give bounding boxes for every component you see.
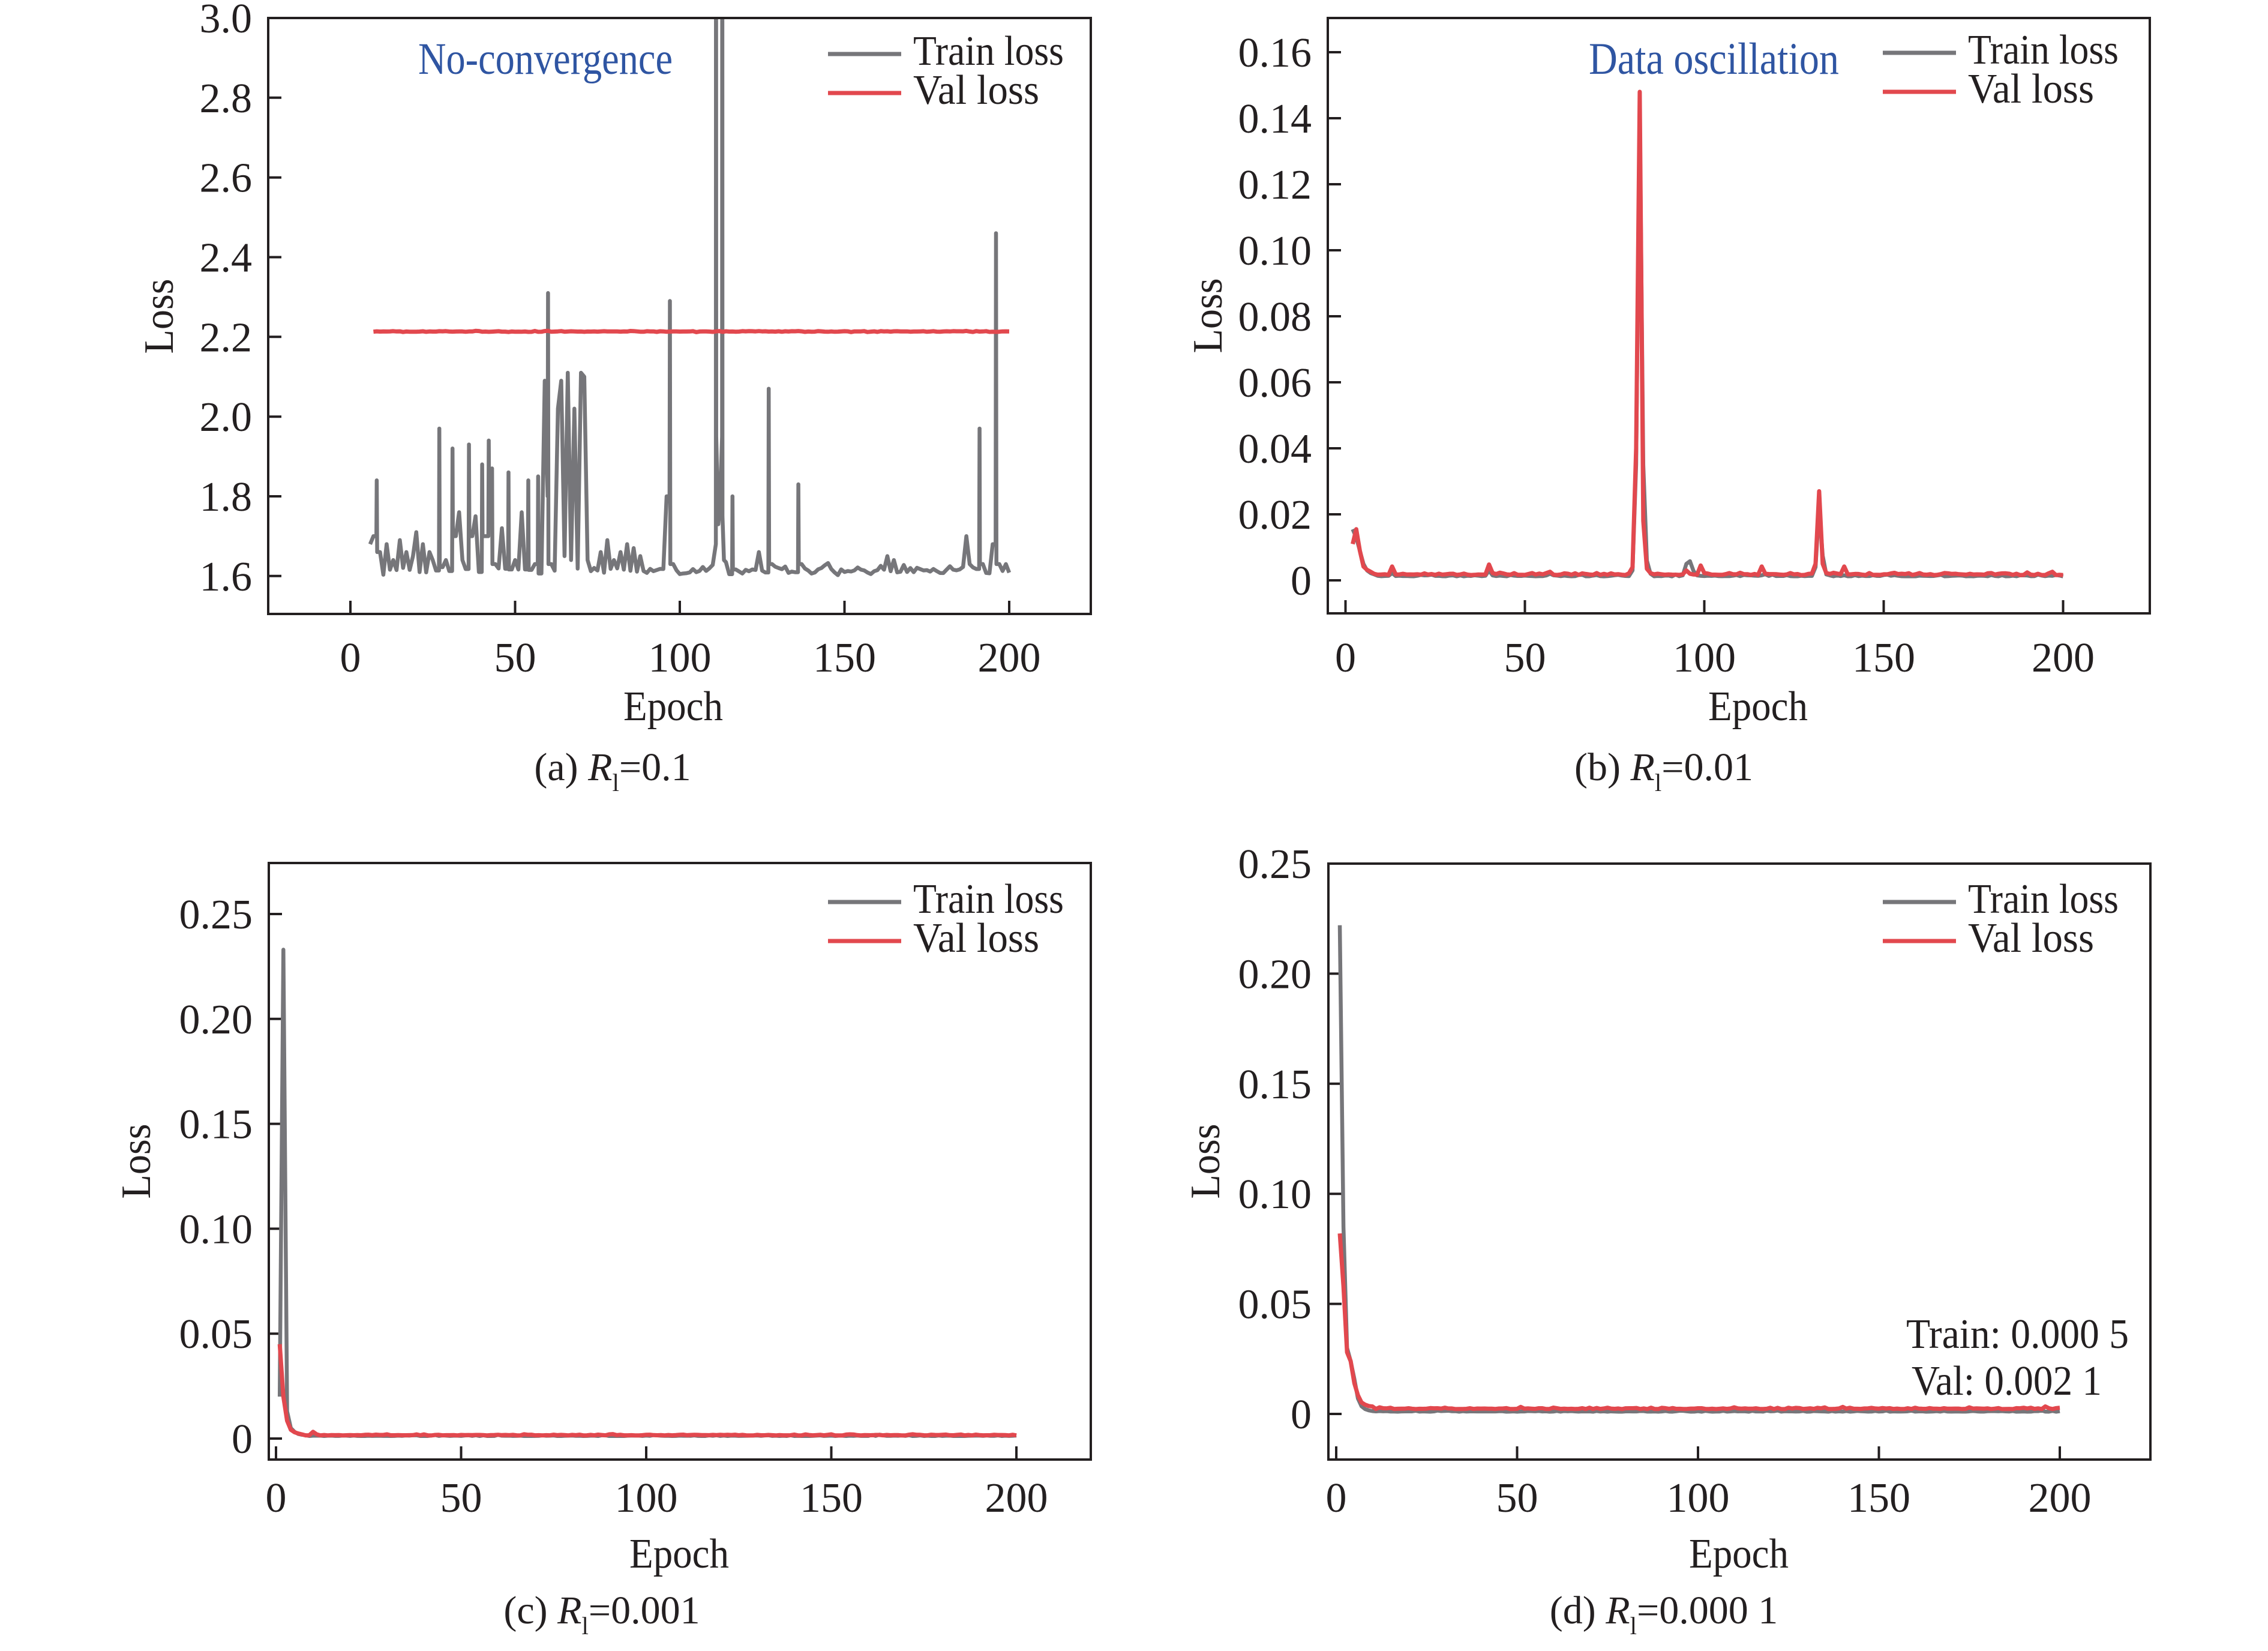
svg-text:0: 0 xyxy=(340,635,361,681)
svg-text:Loss: Loss xyxy=(1185,278,1231,353)
svg-text:Loss: Loss xyxy=(1183,1124,1229,1199)
svg-text:0.04: 0.04 xyxy=(1238,426,1312,472)
svg-text:(d) Rl=0.000 1: (d) Rl=0.000 1 xyxy=(1550,1589,1778,1640)
svg-text:Epoch: Epoch xyxy=(629,1531,729,1577)
svg-text:(c) Rl=0.001: (c) Rl=0.001 xyxy=(503,1589,700,1640)
svg-text:0: 0 xyxy=(1291,558,1312,604)
svg-text:Train: 0.000 5: Train: 0.000 5 xyxy=(1906,1311,2129,1358)
svg-text:2.2: 2.2 xyxy=(200,314,253,361)
svg-text:Train loss: Train loss xyxy=(913,876,1064,922)
svg-text:2.8: 2.8 xyxy=(200,76,253,122)
svg-text:1.8: 1.8 xyxy=(200,474,253,520)
svg-text:200: 200 xyxy=(978,635,1041,681)
svg-text:50: 50 xyxy=(440,1475,482,1521)
svg-text:0.25: 0.25 xyxy=(179,892,253,938)
svg-text:0.25: 0.25 xyxy=(1238,841,1312,888)
svg-text:0.12: 0.12 xyxy=(1238,162,1312,208)
svg-text:0: 0 xyxy=(232,1416,253,1463)
svg-text:Loss: Loss xyxy=(113,1124,160,1199)
svg-text:100: 100 xyxy=(649,635,712,681)
svg-text:Train loss: Train loss xyxy=(1968,27,2119,73)
svg-text:0: 0 xyxy=(1326,1475,1347,1521)
svg-text:50: 50 xyxy=(494,635,536,681)
svg-text:Val loss: Val loss xyxy=(913,915,1039,961)
svg-text:150: 150 xyxy=(1847,1475,1910,1521)
svg-text:100: 100 xyxy=(1667,1475,1730,1521)
svg-text:0.10: 0.10 xyxy=(179,1206,253,1253)
svg-text:Val loss: Val loss xyxy=(913,67,1039,113)
svg-text:50: 50 xyxy=(1496,1475,1538,1521)
svg-text:Epoch: Epoch xyxy=(623,684,723,730)
svg-text:0.16: 0.16 xyxy=(1238,30,1312,76)
svg-text:0.15: 0.15 xyxy=(179,1102,253,1148)
svg-text:2.4: 2.4 xyxy=(200,235,253,281)
svg-text:1.6: 1.6 xyxy=(200,554,253,600)
svg-text:0.10: 0.10 xyxy=(1238,1171,1312,1218)
svg-text:0.15: 0.15 xyxy=(1238,1062,1312,1108)
svg-text:2.6: 2.6 xyxy=(200,155,253,202)
svg-text:2.0: 2.0 xyxy=(200,394,253,441)
svg-text:200: 200 xyxy=(2029,1475,2092,1521)
svg-text:100: 100 xyxy=(615,1475,678,1521)
svg-text:Loss: Loss xyxy=(136,279,182,354)
svg-text:200: 200 xyxy=(985,1475,1048,1521)
svg-text:Train loss: Train loss xyxy=(1968,876,2119,922)
svg-text:0.14: 0.14 xyxy=(1238,96,1312,142)
svg-text:0: 0 xyxy=(266,1475,287,1521)
svg-text:150: 150 xyxy=(813,635,876,681)
svg-text:Data oscillation: Data oscillation xyxy=(1589,34,1839,84)
svg-text:0.10: 0.10 xyxy=(1238,228,1312,274)
svg-text:Val loss: Val loss xyxy=(1968,66,2094,112)
svg-text:0.20: 0.20 xyxy=(179,997,253,1043)
svg-text:(b) Rl=0.01: (b) Rl=0.01 xyxy=(1574,745,1753,796)
svg-text:0.08: 0.08 xyxy=(1238,294,1312,340)
svg-text:50: 50 xyxy=(1504,635,1546,681)
svg-text:0.02: 0.02 xyxy=(1238,492,1312,538)
svg-text:0: 0 xyxy=(1335,635,1356,681)
svg-text:Train loss: Train loss xyxy=(913,28,1064,74)
svg-text:Val: 0.002 1: Val: 0.002 1 xyxy=(1912,1358,2102,1404)
svg-text:100: 100 xyxy=(1673,635,1736,681)
svg-text:150: 150 xyxy=(1852,635,1915,681)
svg-text:0.20: 0.20 xyxy=(1238,951,1312,997)
svg-text:0.05: 0.05 xyxy=(179,1311,253,1358)
svg-text:Epoch: Epoch xyxy=(1708,684,1808,730)
svg-text:No-convergence: No-convergence xyxy=(418,34,673,84)
svg-text:Val loss: Val loss xyxy=(1968,915,2094,961)
svg-text:0.05: 0.05 xyxy=(1238,1282,1312,1328)
svg-text:Epoch: Epoch xyxy=(1689,1531,1789,1577)
svg-text:0: 0 xyxy=(1291,1392,1312,1438)
svg-text:3.0: 3.0 xyxy=(200,0,253,42)
svg-text:0.06: 0.06 xyxy=(1238,360,1312,406)
svg-text:150: 150 xyxy=(800,1475,863,1521)
svg-text:200: 200 xyxy=(2032,635,2095,681)
